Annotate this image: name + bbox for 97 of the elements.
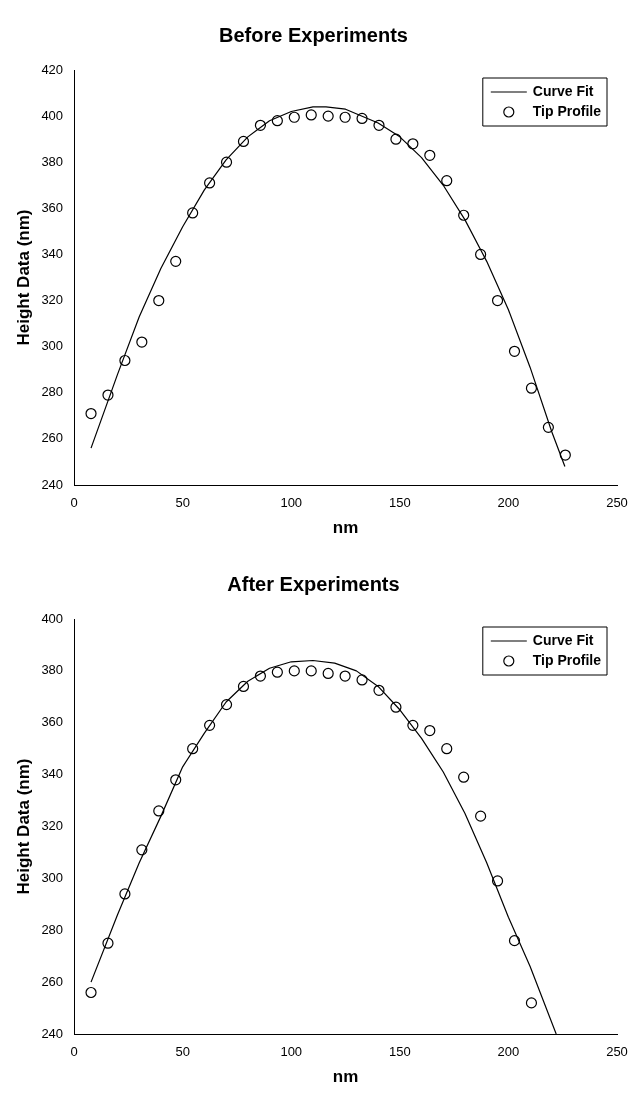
point [85, 407, 97, 420]
point [491, 875, 504, 887]
point [458, 209, 470, 221]
x-tick-label: 0 [70, 1044, 78, 1060]
point [356, 112, 368, 125]
y-tick-label: 380 [41, 662, 64, 678]
y-tick-label: 260 [41, 973, 64, 989]
point [204, 177, 216, 189]
point [458, 771, 470, 783]
y-tick-label: 240 [41, 1025, 64, 1041]
y-tick-label: 240 [41, 476, 64, 492]
y-tick-label: 260 [41, 430, 64, 446]
x-tick-label: 100 [280, 1044, 303, 1060]
point [288, 665, 300, 677]
point [339, 111, 351, 123]
y-tick-label: 280 [41, 384, 64, 400]
x-tick-label: 50 [175, 1044, 190, 1060]
point [237, 680, 250, 693]
y-tick-label: 300 [41, 869, 64, 885]
point [424, 149, 436, 161]
y-tick-label: 420 [41, 61, 64, 77]
point [170, 774, 182, 786]
point [102, 389, 114, 401]
point [271, 666, 283, 678]
x-tick-label: 250 [606, 495, 628, 511]
point [170, 255, 182, 267]
x-tick-label: 0 [70, 495, 78, 511]
point [475, 248, 487, 261]
point [187, 207, 199, 219]
point [559, 449, 571, 461]
x-axis-title: nm [332, 518, 359, 538]
point [305, 109, 317, 121]
point [136, 336, 148, 348]
point [204, 719, 216, 731]
point [356, 674, 368, 686]
point [542, 421, 554, 433]
legend-label: Curve Fit [532, 82, 594, 99]
point [424, 724, 436, 737]
x-tick-label: 250 [606, 1044, 628, 1060]
point [373, 119, 385, 131]
legend-label: Tip Profile [532, 102, 602, 119]
x-axis-title: nm [332, 1067, 359, 1087]
point [441, 175, 453, 187]
y-tick-label: 320 [41, 818, 64, 834]
point [136, 844, 148, 856]
point [254, 119, 267, 131]
y-axis-title: Height Data (nm) [13, 758, 33, 895]
chart-title: After Experiments [227, 572, 400, 595]
point [407, 138, 419, 150]
point [390, 133, 402, 145]
point [525, 382, 538, 394]
point [237, 135, 250, 148]
y-tick-label: 380 [41, 153, 64, 169]
point [508, 935, 521, 947]
point [322, 110, 334, 122]
point [220, 698, 233, 711]
x-tick-label: 200 [497, 495, 520, 511]
y-tick-label: 340 [41, 766, 64, 782]
point [508, 345, 521, 357]
point [441, 743, 453, 755]
y-tick-label: 360 [41, 714, 64, 730]
point [102, 937, 114, 949]
x-tick-label: 50 [175, 495, 190, 511]
point [271, 115, 283, 127]
y-tick-label: 280 [41, 921, 64, 937]
point [85, 986, 97, 999]
point [525, 997, 538, 1009]
y-tick-label: 400 [41, 610, 64, 626]
point [491, 294, 504, 307]
point [407, 719, 419, 731]
y-tick-label: 340 [41, 246, 64, 262]
point [305, 665, 317, 677]
point [119, 888, 131, 900]
y-tick-label: 360 [41, 199, 64, 215]
x-tick-label: 150 [388, 1044, 411, 1060]
point [373, 684, 385, 696]
y-tick-label: 400 [41, 107, 64, 123]
point [153, 805, 165, 817]
legend-label: Tip Profile [532, 651, 602, 668]
point [119, 354, 131, 367]
y-tick-label: 300 [41, 338, 64, 354]
point [339, 670, 351, 682]
point [187, 743, 199, 755]
x-tick-label: 200 [497, 1044, 520, 1060]
point [220, 156, 233, 168]
legend-label: Curve Fit [532, 631, 594, 648]
y-tick-label: 320 [41, 292, 64, 308]
y-axis-title: Height Data (nm) [13, 209, 33, 346]
point [153, 294, 165, 307]
x-tick-label: 150 [388, 495, 411, 511]
point [288, 111, 300, 123]
point [254, 670, 267, 682]
point [390, 701, 402, 713]
chart-title: Before Experiments [219, 23, 408, 46]
point [322, 667, 334, 680]
point [475, 810, 487, 822]
x-tick-label: 100 [280, 495, 303, 511]
